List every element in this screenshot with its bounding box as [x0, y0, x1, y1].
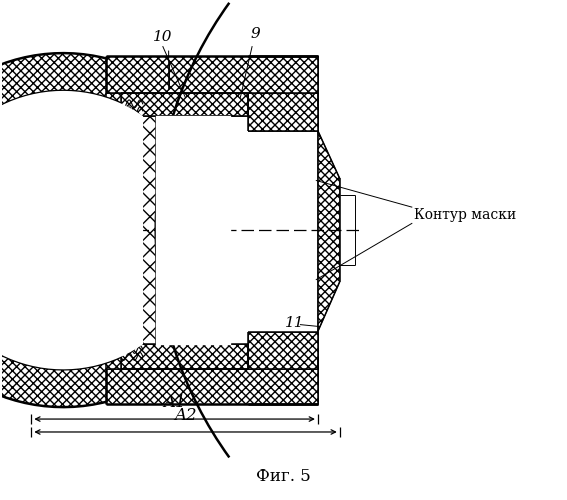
Text: 10: 10	[153, 30, 172, 44]
Text: A2: A2	[174, 407, 197, 424]
Text: Фиг. 5: Фиг. 5	[256, 468, 310, 485]
Polygon shape	[121, 116, 156, 344]
Text: Контур маски: Контур маски	[414, 208, 517, 222]
Polygon shape	[318, 130, 340, 332]
Text: A1: A1	[163, 394, 186, 411]
Polygon shape	[248, 93, 318, 130]
Polygon shape	[121, 93, 248, 116]
Polygon shape	[106, 370, 318, 404]
Polygon shape	[0, 53, 165, 407]
Polygon shape	[121, 344, 248, 370]
Text: 9: 9	[250, 27, 260, 41]
Text: 11: 11	[285, 316, 304, 330]
Polygon shape	[156, 146, 215, 314]
Polygon shape	[248, 332, 318, 370]
Polygon shape	[0, 91, 143, 369]
Polygon shape	[106, 56, 318, 93]
